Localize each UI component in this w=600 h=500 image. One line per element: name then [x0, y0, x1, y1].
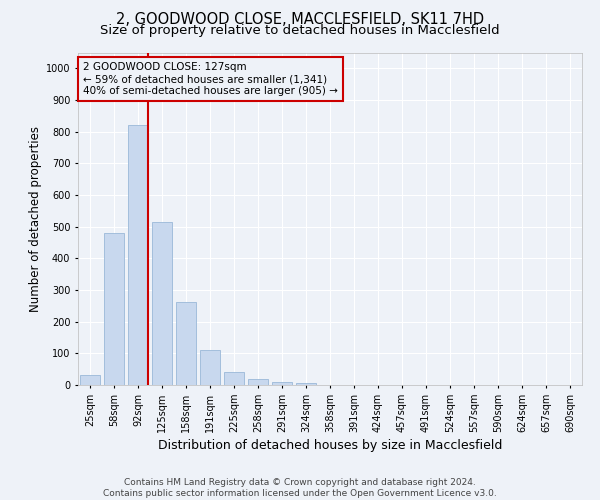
Bar	[176, 302, 196, 385]
Bar	[296, 384, 316, 385]
Bar	[104, 233, 124, 385]
Text: Contains HM Land Registry data © Crown copyright and database right 2024.
Contai: Contains HM Land Registry data © Crown c…	[103, 478, 497, 498]
Bar	[80, 375, 100, 385]
Text: 2 GOODWOOD CLOSE: 127sqm
← 59% of detached houses are smaller (1,341)
40% of sem: 2 GOODWOOD CLOSE: 127sqm ← 59% of detach…	[83, 62, 338, 96]
Bar	[152, 222, 172, 385]
Bar	[200, 350, 220, 385]
Bar	[248, 378, 268, 385]
Text: 2, GOODWOOD CLOSE, MACCLESFIELD, SK11 7HD: 2, GOODWOOD CLOSE, MACCLESFIELD, SK11 7H…	[116, 12, 484, 28]
Bar	[128, 126, 148, 385]
Y-axis label: Number of detached properties: Number of detached properties	[29, 126, 41, 312]
Bar	[272, 382, 292, 385]
Bar	[224, 372, 244, 385]
Text: Size of property relative to detached houses in Macclesfield: Size of property relative to detached ho…	[100, 24, 500, 37]
X-axis label: Distribution of detached houses by size in Macclesfield: Distribution of detached houses by size …	[158, 439, 502, 452]
